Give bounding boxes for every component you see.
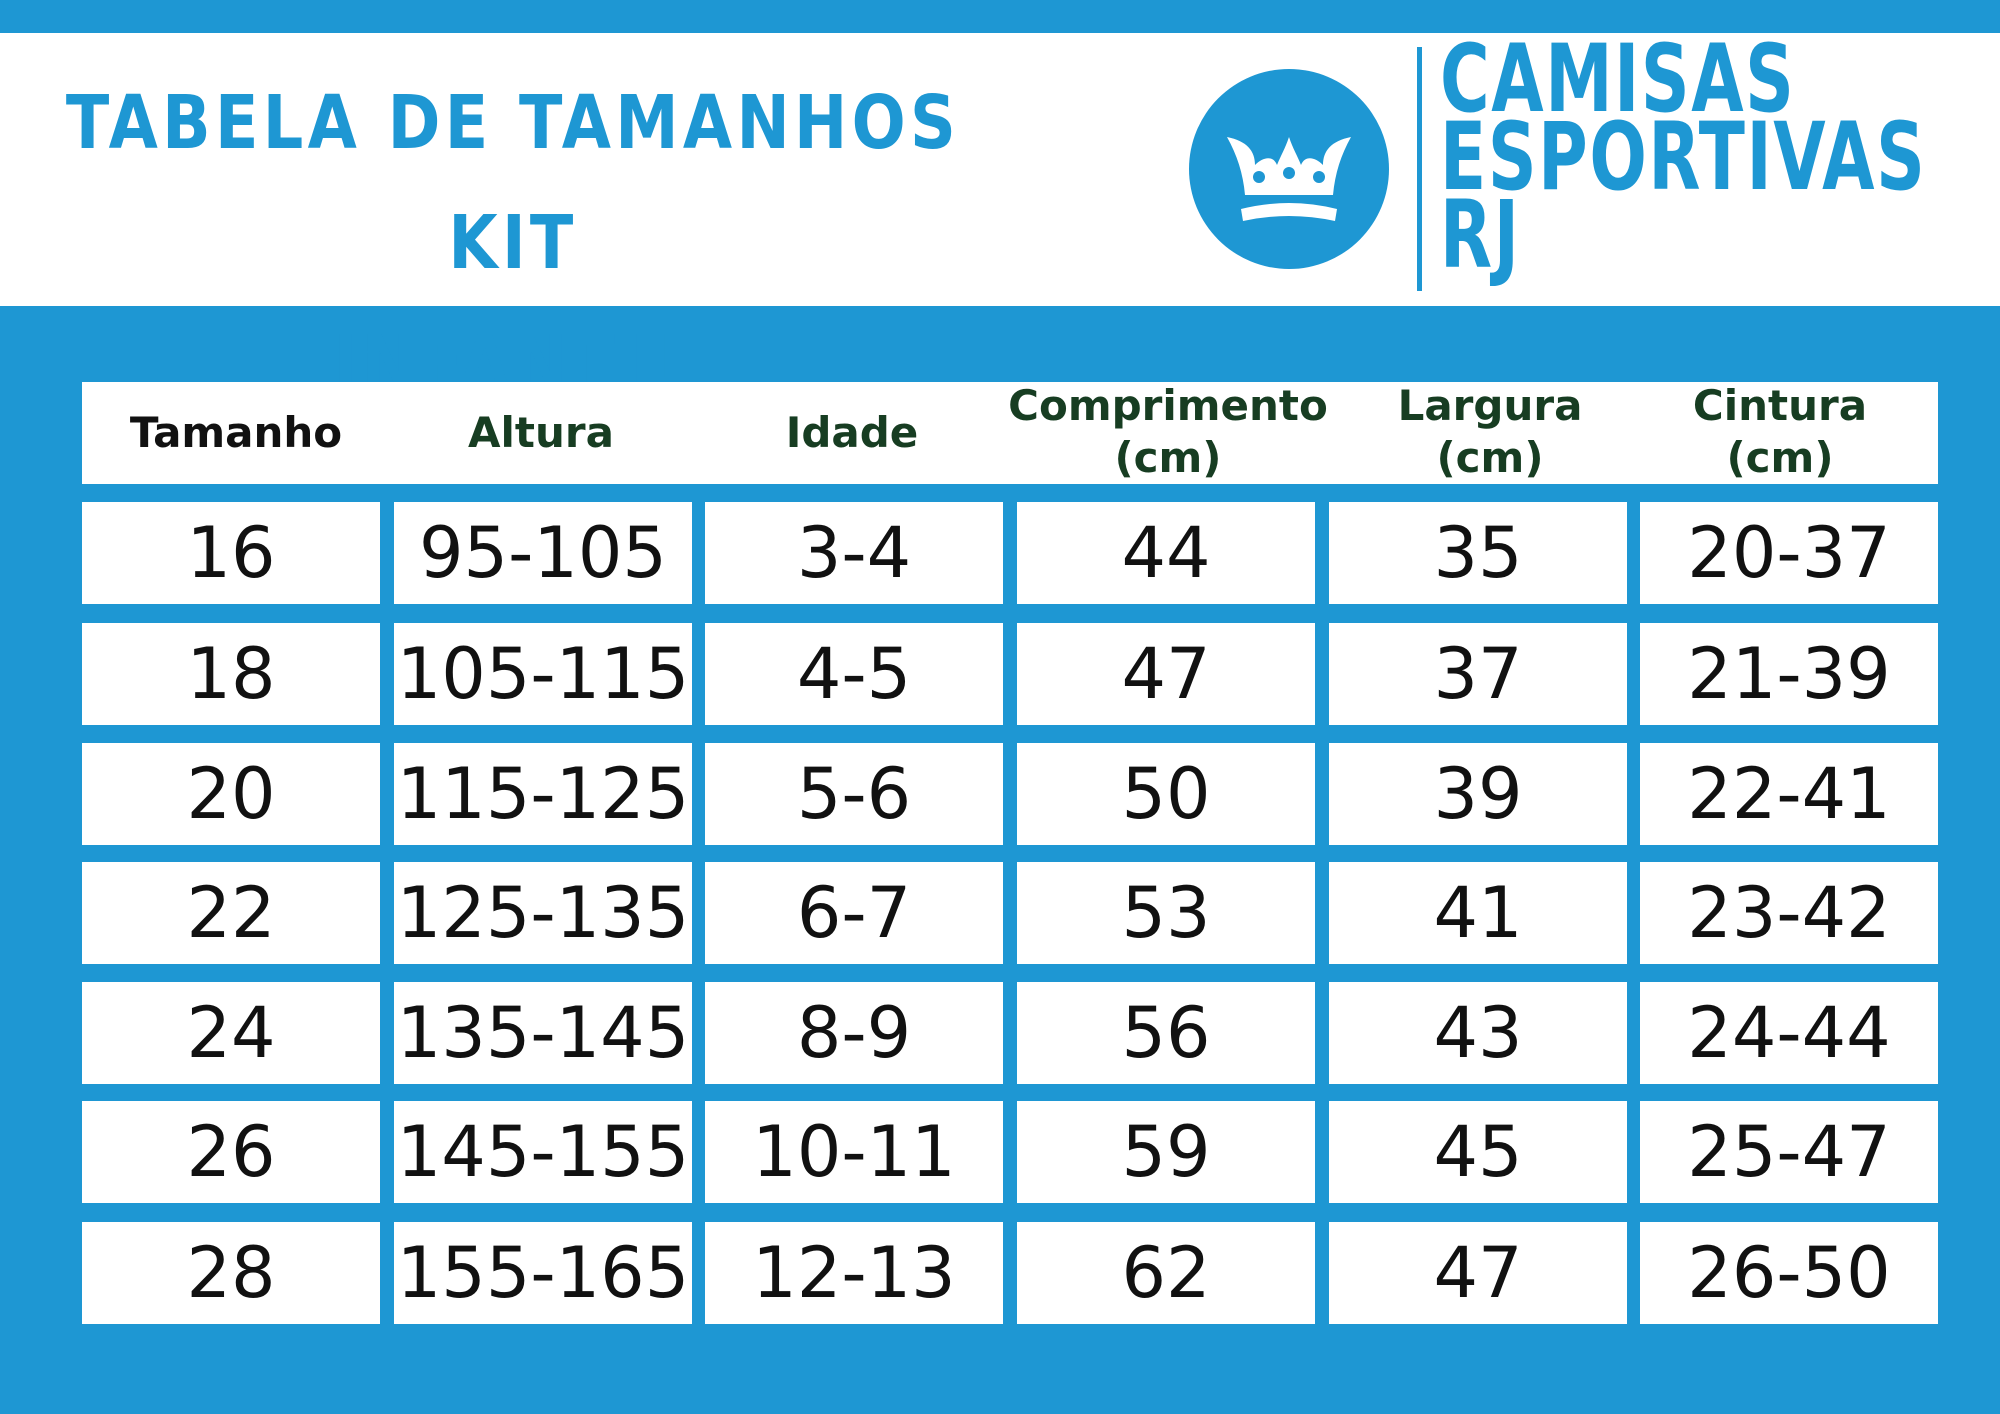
table-cell: 26-50 [1640, 1222, 1938, 1324]
table-cell: 10-11 [705, 1101, 1003, 1203]
table-cell: 18 [82, 623, 380, 725]
table-cell: 44 [1017, 502, 1315, 604]
page-title: TABELA DE TAMANHOS KIT INFANTIL [40, 63, 986, 423]
table-cell: 23-42 [1640, 862, 1938, 964]
table-cell: 62 [1017, 1222, 1315, 1324]
table-cell: 37 [1329, 623, 1627, 725]
header-banner: TABELA DE TAMANHOS KIT INFANTIL CAMISAS … [0, 25, 2000, 406]
table-cell: 12-13 [705, 1222, 1003, 1324]
header-comprimento: Comprimento (cm) [1008, 381, 1328, 482]
crown-icon [1189, 69, 1389, 269]
table-cell: 21-39 [1640, 623, 1938, 725]
brand-line-1: CAMISAS [1440, 25, 1796, 134]
table-cell: 22-41 [1640, 743, 1938, 845]
brand-name: CAMISAS ESPORTIVAS RJ [1440, 25, 1927, 290]
table-cell: 25-47 [1640, 1101, 1938, 1203]
table-cell: 8-9 [705, 982, 1003, 1084]
table-cell: 20-37 [1640, 502, 1938, 604]
header-idade: Idade [785, 408, 919, 457]
table-header-row [82, 382, 1938, 484]
logo-divider [1417, 47, 1422, 291]
table-cell: 28 [82, 1222, 380, 1324]
table-cell: 35 [1329, 502, 1627, 604]
table-cell: 105-115 [394, 623, 692, 725]
table-cell: 59 [1017, 1101, 1315, 1203]
table-cell: 6-7 [705, 862, 1003, 964]
table-cell: 47 [1017, 623, 1315, 725]
title-line-1: TABELA DE TAMANHOS KIT [65, 80, 961, 286]
header-altura: Altura [468, 408, 614, 457]
table-cell: 24-44 [1640, 982, 1938, 1084]
table-cell: 47 [1329, 1222, 1627, 1324]
table-cell: 155-165 [394, 1222, 692, 1324]
table-cell: 24 [82, 982, 380, 1084]
table-cell: 53 [1017, 862, 1315, 964]
table-cell: 16 [82, 502, 380, 604]
table-cell: 125-135 [394, 862, 692, 964]
table-cell: 26 [82, 1101, 380, 1203]
table-cell: 50 [1017, 743, 1315, 845]
table-cell: 3-4 [705, 502, 1003, 604]
header-tamanho: Tamanho [129, 408, 343, 457]
table-cell: 4-5 [705, 623, 1003, 725]
table-cell: 39 [1329, 743, 1627, 845]
table-cell: 41 [1329, 862, 1627, 964]
table-cell: 145-155 [394, 1101, 692, 1203]
table-cell: 135-145 [394, 982, 692, 1084]
header-largura: Largura (cm) [1397, 381, 1583, 482]
table-cell: 43 [1329, 982, 1627, 1084]
table-cell: 115-125 [394, 743, 692, 845]
brand-line-2: ESPORTIVAS [1440, 103, 1927, 212]
table-cell: 20 [82, 743, 380, 845]
table-cell: 5-6 [705, 743, 1003, 845]
table-cell: 56 [1017, 982, 1315, 1084]
table-cell: 22 [82, 862, 380, 964]
table-cell: 45 [1329, 1101, 1627, 1203]
brand-line-3: RJ [1440, 181, 1521, 290]
table-cell: 95-105 [394, 502, 692, 604]
header-cintura: Cintura (cm) [1692, 381, 1868, 482]
